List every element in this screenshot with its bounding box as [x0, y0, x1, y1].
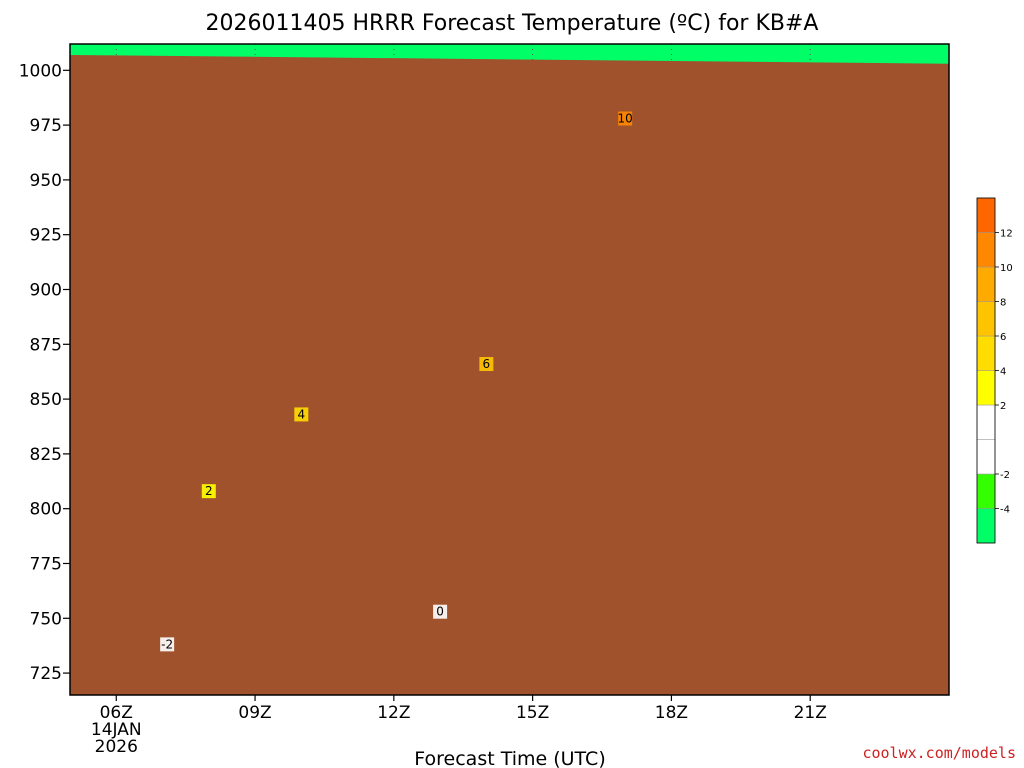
colorbar-label--4: -4	[1000, 505, 1010, 516]
colorbar-bin-2	[976, 370, 996, 406]
contour-label-bg-0	[433, 604, 448, 619]
colorbar-label-8: 8	[1000, 298, 1006, 309]
colorbar-label-4: 4	[1000, 367, 1006, 378]
y-tick-label-725: 725	[30, 664, 62, 684]
colorbar-bin-6	[976, 301, 996, 337]
colorbar-bin-8	[976, 266, 996, 302]
contour-label-bg--2	[160, 637, 175, 652]
plot-area: -2 0 2 4 6 10	[70, 44, 949, 701]
y-tick-label-800: 800	[30, 500, 62, 520]
ground-surface	[70, 54, 949, 695]
contour-label-4: 4	[297, 407, 305, 421]
chart-title: 2026011405 HRRR Forecast Temperature (ºC…	[206, 11, 819, 36]
contour-label--2: -2	[161, 637, 173, 651]
y-tick-label-950: 950	[30, 171, 62, 191]
contour-label-bg-6	[479, 357, 494, 372]
colorbar-bin-10	[976, 232, 996, 268]
contour-label-10: 10	[618, 112, 633, 126]
isotherm--4	[70, 697, 949, 701]
y-tick-label-750: 750	[30, 609, 62, 629]
colorbar-bin-4	[976, 335, 996, 371]
colorbar-label-2: 2	[1000, 401, 1006, 412]
y-tick-label-850: 850	[30, 390, 62, 410]
y-tick-label-1000: 1000	[19, 61, 62, 81]
colorbar-bin--2	[976, 439, 996, 475]
x-tick-label-15Z: 15Z	[516, 703, 549, 723]
contour-label-2: 2	[205, 484, 213, 498]
colorbar-label-10: 10	[1000, 263, 1013, 274]
y-tick-label-925: 925	[30, 226, 62, 246]
colorbar-bin-12	[976, 197, 996, 233]
y-tick-label-975: 975	[30, 116, 62, 136]
contour-label-bg-2	[201, 484, 216, 499]
colorbar: 12 10 8 6 4 2 -2 -4	[976, 197, 1013, 544]
x-tick-label-06Z-line2: 2026	[95, 737, 138, 757]
x-axis-label: Forecast Time (UTC)	[414, 748, 605, 768]
pressure-axis: 725 750 775 800 825 850 875 900 925 950 975 1000	[19, 61, 70, 684]
contour-label-bg-10	[618, 111, 633, 126]
colorbar-bin--6	[976, 508, 996, 544]
contour-labels: -2 0 2 4 6 10	[160, 111, 633, 652]
x-tick-label-09Z: 09Z	[238, 703, 271, 723]
x-tick-label-21Z: 21Z	[794, 703, 827, 723]
ground-band	[70, 54, 949, 695]
contour-label-6: 6	[483, 357, 491, 371]
colorbar-bin-0	[976, 404, 996, 440]
contour-label-0: 0	[436, 605, 444, 619]
colorbar-label--2: -2	[1000, 470, 1010, 481]
colorbar-label-6: 6	[1000, 332, 1006, 343]
x-tick-label-18Z: 18Z	[655, 703, 688, 723]
x-tick-label-06Z-line1: 14JAN	[91, 720, 142, 740]
colorbar-bin--4	[976, 473, 996, 509]
colorbar-label-12: 12	[1000, 229, 1013, 240]
y-tick-label-875: 875	[30, 335, 62, 355]
y-tick-label-900: 900	[30, 280, 62, 300]
y-tick-label-775: 775	[30, 554, 62, 574]
credit-text[interactable]: coolwx.com/models	[862, 744, 1016, 762]
y-tick-label-825: 825	[30, 445, 62, 465]
x-tick-label-12Z: 12Z	[377, 703, 410, 723]
plot-frame	[69, 43, 950, 696]
x-tick-label-06Z: 06Z	[100, 703, 133, 723]
contour-label-bg-4	[294, 407, 309, 422]
